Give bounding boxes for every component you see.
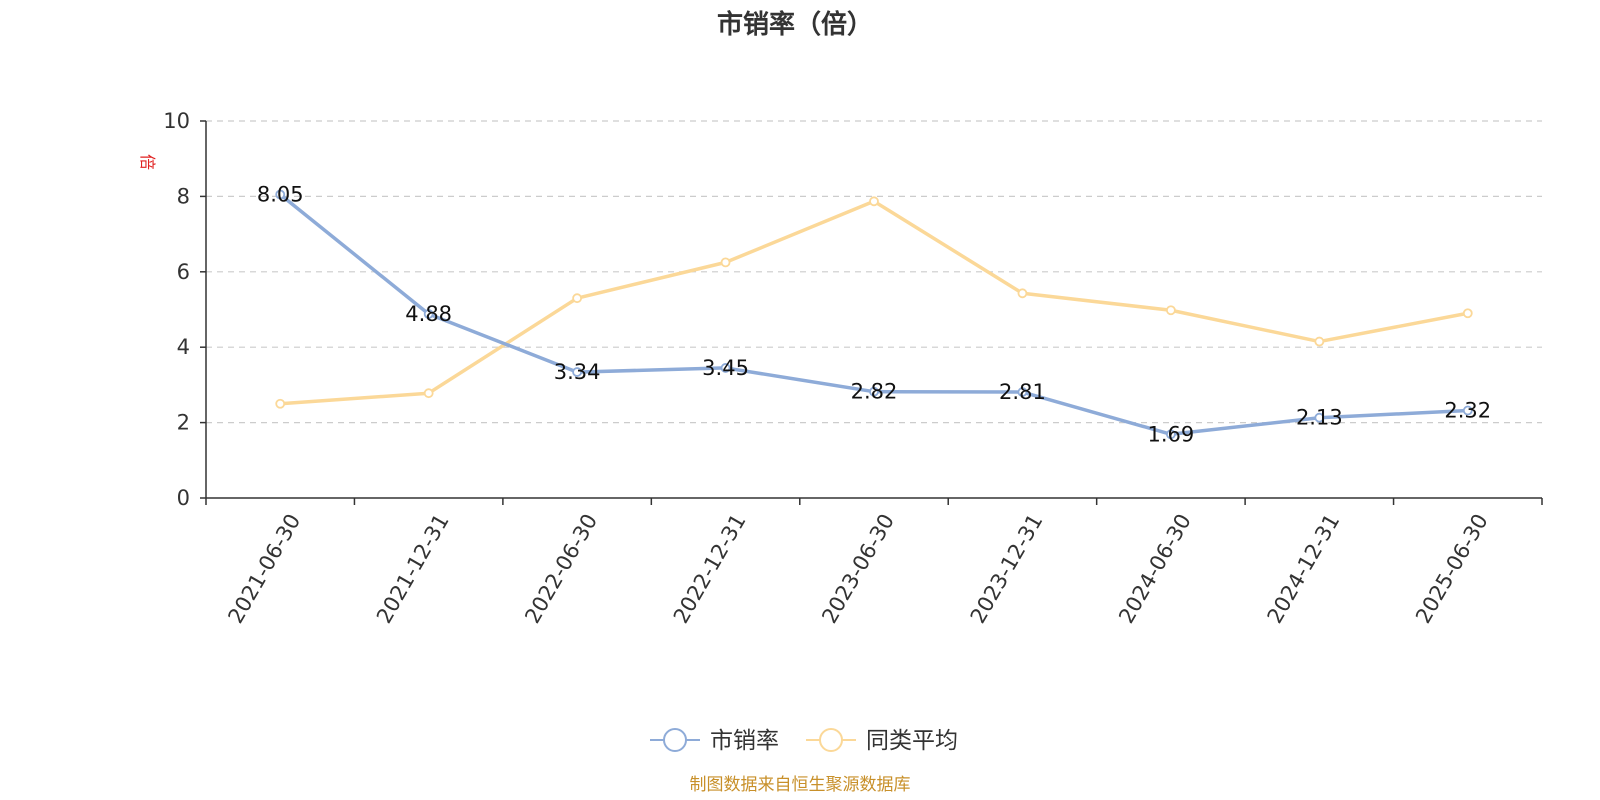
x-tick-label: 2022-06-30 <box>520 510 602 628</box>
data-label: 3.45 <box>702 356 749 380</box>
data-point[interactable] <box>1017 288 1028 299</box>
data-point[interactable] <box>572 293 583 304</box>
legend-marker <box>819 728 843 752</box>
x-tick-label: 2023-06-30 <box>817 510 899 628</box>
data-point[interactable] <box>869 386 879 397</box>
x-tick-label: 2021-06-30 <box>223 510 305 628</box>
data-point[interactable] <box>869 196 879 207</box>
legend[interactable]: 市销率 同类平均 <box>650 728 958 754</box>
data-label: 2.13 <box>1296 406 1343 430</box>
data-point[interactable] <box>275 189 286 200</box>
data-label: 1.69 <box>1148 422 1195 446</box>
x-tick-label: 2025-06-30 <box>1411 510 1493 628</box>
data-point[interactable] <box>1165 429 1176 440</box>
series-line-1 <box>280 199 1469 406</box>
data-point[interactable] <box>423 388 434 399</box>
y-tick-label: 4 <box>177 335 190 359</box>
data-point[interactable] <box>423 309 434 319</box>
legend-label[interactable]: 同类平均 <box>866 728 958 754</box>
data-label: 2.32 <box>1444 399 1491 423</box>
y-tick-label: 0 <box>177 486 190 510</box>
data-label: 2.81 <box>999 380 1046 404</box>
series-lines <box>275 189 1473 440</box>
data-point[interactable] <box>720 257 731 268</box>
x-tick-label: 2024-06-30 <box>1114 510 1196 628</box>
y-tick-label: 2 <box>177 411 190 435</box>
y-tick-label: 8 <box>177 184 190 208</box>
source-note: 制图数据来自恒生聚源数据库 <box>690 775 911 795</box>
data-point[interactable] <box>1314 412 1325 423</box>
data-point[interactable] <box>1017 387 1028 397</box>
data-label: 2.82 <box>851 380 898 404</box>
data-label: 4.88 <box>405 302 452 326</box>
legend-marker <box>663 728 687 752</box>
x-tick-label: 2022-12-31 <box>669 510 751 628</box>
y-tick-label: 6 <box>177 260 190 284</box>
axes: 0 2 4 6 8 10 2021-06-30 2021-12-31 2022-06-30 202… <box>163 109 1543 628</box>
data-label: 3.34 <box>554 360 601 384</box>
y-axis-unit: 倍 <box>138 154 157 170</box>
data-point[interactable] <box>1462 405 1473 416</box>
data-point[interactable] <box>275 398 286 409</box>
x-tick-label: 2021-12-31 <box>372 510 454 628</box>
data-point[interactable] <box>1314 336 1325 347</box>
data-point[interactable] <box>572 367 583 377</box>
legend-label[interactable]: 市销率 <box>710 728 779 754</box>
x-tick-label: 2024-12-31 <box>1263 510 1345 628</box>
data-label: 8.05 <box>257 183 304 207</box>
y-tick-label: 10 <box>163 109 190 133</box>
data-point[interactable] <box>1462 308 1473 319</box>
grid-lines <box>206 120 1542 424</box>
data-labels: 8.05 4.88 3.34 3.45 2.82 2.81 1.69 2.13 2.32 <box>257 183 1491 447</box>
chart-title: 市销率（倍） <box>717 9 873 40</box>
data-point[interactable] <box>720 363 731 373</box>
data-point[interactable] <box>1165 305 1176 316</box>
x-tick-label: 2023-12-31 <box>966 510 1048 628</box>
